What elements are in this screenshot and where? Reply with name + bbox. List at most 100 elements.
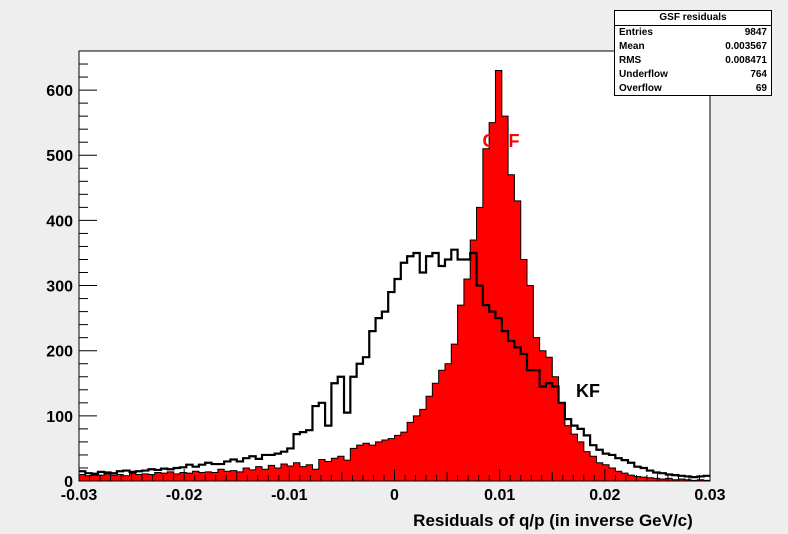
gsf-bar: [173, 473, 181, 481]
gsf-bar: [640, 477, 648, 481]
stats-label: Mean: [619, 41, 645, 52]
gsf-bar: [299, 466, 307, 481]
gsf-bar: [186, 473, 193, 481]
plot-area: [79, 51, 710, 481]
gsf-bar: [261, 469, 269, 481]
series-kf-line: [79, 248, 710, 479]
gsf-bar: [381, 439, 389, 481]
stats-box: GSF residuals Entries 9847 Mean 0.003567…: [614, 10, 772, 96]
gsf-bar: [545, 357, 553, 481]
gsf-bar: [268, 465, 276, 481]
annotation-kf: KF: [576, 381, 600, 401]
gsf-bar: [318, 459, 326, 481]
gsf-bar: [243, 467, 250, 481]
stats-row-underflow: Underflow 764: [615, 68, 771, 82]
gsf-bar: [444, 363, 452, 481]
gsf-bar: [451, 344, 458, 481]
gsf-bar: [533, 337, 541, 481]
gsf-bar: [426, 396, 433, 481]
gsf-bar: [198, 472, 206, 481]
gsf-bar: [211, 472, 219, 481]
x-tick-label: 0.01: [484, 487, 515, 504]
gsf-bar: [167, 471, 175, 481]
gsf-bar: [274, 467, 282, 481]
gsf-bar: [590, 456, 597, 481]
gsf-bar: [577, 441, 585, 481]
gsf-bar: [97, 475, 105, 481]
gsf-bar: [419, 409, 427, 481]
gsf-bar: [571, 434, 578, 481]
gsf-bar: [217, 469, 225, 481]
gsf-bar: [495, 70, 503, 482]
gsf-bar: [432, 383, 440, 481]
gsf-bar: [501, 116, 509, 482]
gsf-bar: [161, 473, 168, 481]
stats-row-entries: Entries 9847: [615, 26, 771, 40]
gsf-bar: [129, 473, 137, 481]
gsf-bar: [678, 479, 686, 481]
gsf-bar: [697, 479, 705, 481]
gsf-bar: [280, 464, 288, 481]
gsf-bar: [337, 456, 345, 481]
gsf-bar: [684, 479, 692, 481]
stats-label: Overflow: [619, 83, 662, 94]
stats-label: RMS: [619, 55, 642, 66]
gsf-bar: [672, 479, 679, 481]
stats-row-mean: Mean 0.003567: [615, 40, 771, 54]
gsf-bar: [400, 432, 408, 481]
y-tick-label: 400: [46, 213, 73, 230]
gsf-bar: [369, 445, 376, 481]
gsf-bar: [85, 475, 93, 481]
gsf-bar: [508, 174, 515, 482]
gsf-bar: [394, 435, 402, 481]
gsf-bar: [476, 207, 484, 482]
y-tick-label: 500: [46, 148, 73, 165]
gsf-bar: [482, 148, 490, 482]
gsf-bar: [470, 239, 477, 481]
gsf-outline: [78, 70, 711, 481]
gsf-bar: [527, 285, 534, 481]
x-tick-label: -0.03: [61, 487, 98, 504]
gsf-bar: [457, 305, 465, 481]
gsf-bar: [520, 259, 528, 481]
gsf-bar: [609, 467, 616, 481]
x-tick-label: 0.03: [694, 487, 725, 504]
gsf-bar: [331, 458, 339, 481]
gsf-bar: [564, 425, 572, 481]
gsf-bar: [583, 451, 591, 481]
x-tick-label: 0: [390, 487, 399, 504]
gsf-bar: [350, 448, 358, 481]
gsf-bar: [514, 200, 522, 481]
gsf-bar: [375, 441, 383, 481]
stats-value: 764: [750, 69, 767, 80]
gsf-bar: [123, 475, 130, 481]
gsf-bar: [230, 470, 238, 481]
gsf-bar: [110, 475, 118, 481]
stats-value: 9847: [744, 27, 767, 38]
series-layer: [78, 70, 711, 482]
series-gsf-bars: [78, 70, 711, 482]
y-tick-label: 600: [46, 83, 73, 100]
gsf-bar: [602, 464, 610, 481]
gsf-bar: [665, 478, 673, 481]
gsf-bar: [407, 422, 414, 481]
gsf-bar: [646, 477, 654, 481]
gsf-bar: [539, 350, 547, 481]
gsf-bar: [558, 402, 566, 481]
gsf-bar: [489, 122, 496, 482]
gsf-bar: [463, 279, 471, 481]
gsf-bar: [438, 370, 446, 481]
gsf-bar: [116, 474, 124, 481]
gsf-bar: [362, 443, 370, 481]
y-tick-label: 100: [46, 409, 73, 426]
gsf-bar: [236, 471, 244, 481]
x-tick-label: 0.02: [589, 487, 620, 504]
gsf-bar: [79, 474, 86, 481]
gsf-bar: [91, 473, 99, 481]
stats-row-rms: RMS 0.008471: [615, 54, 771, 68]
gsf-bar: [205, 471, 212, 481]
gsf-bar: [224, 471, 231, 481]
gsf-bar: [356, 445, 364, 481]
gsf-bar: [596, 462, 604, 481]
gsf-bar: [179, 472, 187, 481]
